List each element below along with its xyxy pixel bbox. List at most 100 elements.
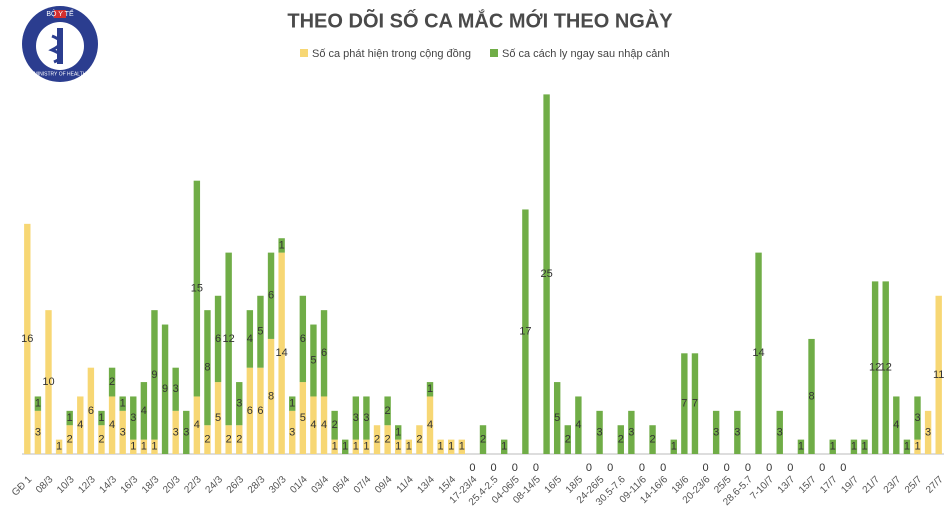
logo-top-text: BỘ Y TẾ [46, 8, 74, 18]
bar-segment [352, 396, 360, 440]
bar-segment [914, 439, 921, 454]
bar-segment [193, 180, 201, 397]
x-tick-label: 20/3 [161, 474, 183, 496]
data-label: 0 [512, 462, 518, 474]
data-label: 0 [607, 462, 613, 474]
data-label: 2 [416, 434, 422, 446]
x-tick-label: 16/5 [543, 474, 565, 496]
data-label: 1 [395, 441, 401, 453]
x-tick-label: GĐ 1 [10, 474, 35, 499]
data-label: 1 [120, 398, 126, 410]
data-label: 0 [819, 462, 825, 474]
data-label: 2 [98, 434, 104, 446]
data-label: 1 [56, 441, 62, 453]
bar-segment [575, 396, 582, 454]
bar-segment [564, 425, 571, 454]
data-label: 3 [597, 426, 603, 438]
bar-segment [151, 310, 158, 440]
data-label: 4 [109, 419, 115, 431]
bar-segment [914, 396, 921, 440]
data-label: 3 [925, 426, 931, 438]
bar-segment [935, 295, 942, 454]
data-label: 1 [671, 441, 677, 453]
bar-segment [395, 425, 402, 440]
bar-segment [267, 252, 275, 339]
bar-segment [140, 439, 148, 454]
data-label: 3 [130, 412, 136, 424]
bar-segment [204, 425, 211, 454]
bar-segment [45, 310, 52, 454]
data-label: 0 [660, 462, 666, 474]
data-label: 0 [586, 462, 592, 474]
bar-segment [87, 367, 95, 454]
bar-segment [861, 439, 868, 454]
bar-segment [257, 367, 264, 454]
data-label: 6 [268, 290, 274, 302]
bar-segment [246, 310, 254, 368]
data-label: 1 [851, 441, 857, 453]
x-tick-label: 27/7 [924, 474, 946, 496]
bar-segment [617, 425, 624, 454]
data-label: 1 [151, 441, 157, 453]
bar-segment [893, 396, 900, 454]
data-label: 0 [533, 462, 539, 474]
logo-flag [54, 10, 66, 18]
bar-segment [734, 410, 741, 454]
data-label: 0 [787, 462, 793, 474]
data-label: 3 [173, 426, 179, 438]
bar-segment [416, 425, 423, 454]
data-label: 1 [448, 441, 454, 453]
bar-segment [681, 353, 688, 454]
data-label: 4 [575, 419, 581, 431]
x-tick-label: 30/3 [267, 474, 289, 496]
x-tick-label: 13/4 [415, 474, 437, 496]
bar-segment [225, 252, 232, 426]
bar-segment [172, 367, 179, 411]
data-label: 6 [215, 333, 221, 345]
bar-segment [204, 310, 211, 426]
data-label: 1 [914, 441, 920, 453]
data-label: 1 [363, 441, 369, 453]
data-label: 1 [342, 441, 348, 453]
data-label: 1 [353, 441, 359, 453]
data-label: 5 [257, 326, 263, 338]
bar-segment [712, 410, 720, 454]
bar-segment [161, 324, 169, 454]
data-label: 0 [724, 462, 730, 474]
data-label: 9 [151, 369, 157, 381]
x-tick-label: 13/7 [776, 474, 798, 496]
x-tick-label: 26/3 [225, 474, 247, 496]
bar-segment [77, 396, 84, 454]
data-label: 12 [869, 362, 881, 374]
x-tick-label: 17/7 [818, 474, 840, 496]
x-tick-label: 28/3 [246, 474, 268, 496]
bar-segment [236, 425, 243, 454]
bar-segment [437, 439, 444, 454]
bar-segment [108, 367, 116, 397]
bar-segment [871, 281, 879, 454]
data-label: 2 [385, 434, 391, 446]
data-label: 3 [713, 426, 719, 438]
bar-segment [172, 410, 179, 454]
data-label: 2 [204, 434, 210, 446]
data-label: 2 [480, 434, 486, 446]
data-label: 5 [554, 412, 560, 424]
bar-segment [458, 439, 466, 454]
data-label: 3 [183, 426, 189, 438]
data-label: 0 [766, 462, 772, 474]
data-label: 6 [257, 405, 263, 417]
data-label: 5 [310, 354, 316, 366]
bar-segment [405, 439, 413, 454]
data-label: 1 [427, 383, 433, 395]
data-label: 1 [861, 441, 867, 453]
data-label: 3 [236, 398, 242, 410]
bar-segment [257, 295, 264, 368]
data-label: 3 [777, 426, 783, 438]
bar-segment [151, 439, 158, 454]
bar-segment [98, 410, 105, 426]
data-label: 2 [385, 405, 391, 417]
x-tick-label: 14/3 [98, 474, 120, 496]
bar-segment [66, 425, 73, 454]
data-label: 1 [501, 441, 507, 453]
bar-segment [882, 281, 889, 454]
